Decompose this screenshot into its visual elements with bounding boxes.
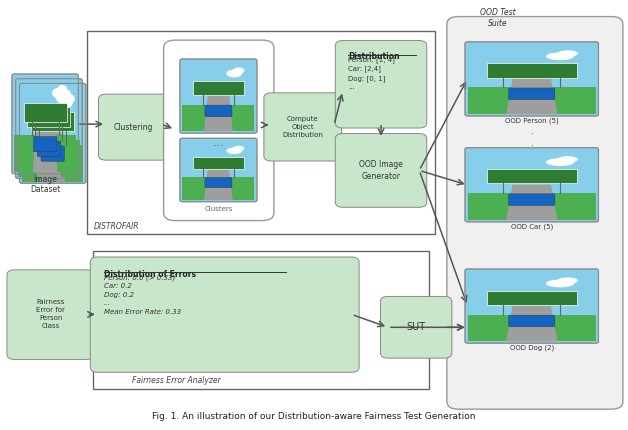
- Ellipse shape: [558, 277, 578, 284]
- FancyBboxPatch shape: [465, 42, 598, 116]
- FancyBboxPatch shape: [90, 257, 359, 372]
- Text: ...: ...: [213, 136, 225, 149]
- Polygon shape: [36, 129, 61, 177]
- Ellipse shape: [226, 70, 242, 77]
- Text: Image
Dataset: Image Dataset: [30, 175, 60, 194]
- Text: OOD Image
Generator: OOD Image Generator: [359, 160, 403, 181]
- FancyBboxPatch shape: [381, 296, 452, 358]
- FancyBboxPatch shape: [180, 138, 257, 202]
- Polygon shape: [506, 79, 558, 114]
- FancyBboxPatch shape: [264, 93, 342, 161]
- FancyBboxPatch shape: [12, 74, 78, 174]
- Polygon shape: [467, 87, 596, 114]
- FancyBboxPatch shape: [487, 63, 577, 77]
- Polygon shape: [506, 185, 558, 220]
- Polygon shape: [18, 140, 80, 177]
- Text: OOD Car (5): OOD Car (5): [511, 223, 553, 230]
- Ellipse shape: [558, 50, 578, 57]
- Polygon shape: [467, 193, 596, 220]
- Text: SUT: SUT: [406, 322, 426, 332]
- Text: Distribution: Distribution: [348, 52, 399, 61]
- FancyBboxPatch shape: [33, 137, 57, 152]
- Ellipse shape: [546, 280, 574, 287]
- FancyBboxPatch shape: [16, 79, 82, 178]
- FancyBboxPatch shape: [41, 146, 65, 161]
- Polygon shape: [182, 104, 254, 132]
- Polygon shape: [204, 96, 233, 132]
- Text: Distribution of Errors: Distribution of Errors: [104, 270, 196, 279]
- FancyBboxPatch shape: [465, 269, 598, 343]
- Polygon shape: [14, 135, 76, 172]
- Text: Compute
Object
Distribution: Compute Object Distribution: [282, 116, 323, 138]
- FancyBboxPatch shape: [487, 291, 577, 305]
- Text: DISTROFAIR: DISTROFAIR: [94, 222, 139, 231]
- Polygon shape: [204, 170, 233, 200]
- FancyBboxPatch shape: [335, 134, 427, 207]
- Ellipse shape: [61, 89, 71, 98]
- Ellipse shape: [226, 147, 242, 154]
- Bar: [94, 252, 429, 389]
- Ellipse shape: [546, 158, 574, 166]
- FancyBboxPatch shape: [447, 16, 623, 409]
- Polygon shape: [182, 177, 254, 200]
- Text: OOD Dog (2): OOD Dog (2): [510, 344, 554, 351]
- Ellipse shape: [60, 97, 73, 108]
- Text: Fairness Error Analyzer: Fairness Error Analyzer: [133, 376, 221, 385]
- Text: Person: [1, 4]
Car: [2,4]
Dog: [0, 1]
...: Person: [1, 4] Car: [2,4] Dog: [0, 1] ..…: [348, 56, 395, 90]
- FancyBboxPatch shape: [335, 40, 427, 128]
- Text: Fig. 1. An illustration of our Distribution-aware Fairness Test Generation: Fig. 1. An illustration of our Distribut…: [152, 412, 476, 421]
- Ellipse shape: [58, 85, 67, 94]
- Text: Fairness
Error for
Person
Class: Fairness Error for Person Class: [36, 299, 65, 329]
- FancyBboxPatch shape: [509, 88, 555, 100]
- FancyBboxPatch shape: [509, 194, 555, 206]
- FancyBboxPatch shape: [24, 103, 67, 122]
- Ellipse shape: [558, 156, 578, 163]
- FancyBboxPatch shape: [28, 108, 70, 127]
- FancyBboxPatch shape: [37, 141, 61, 157]
- Ellipse shape: [546, 52, 574, 60]
- Polygon shape: [22, 145, 84, 181]
- FancyBboxPatch shape: [180, 59, 257, 133]
- FancyBboxPatch shape: [205, 105, 232, 117]
- FancyBboxPatch shape: [193, 157, 244, 169]
- FancyBboxPatch shape: [7, 270, 94, 359]
- FancyBboxPatch shape: [19, 83, 86, 183]
- Text: OOD Test
Suite: OOD Test Suite: [480, 8, 516, 28]
- Ellipse shape: [65, 94, 75, 103]
- FancyBboxPatch shape: [31, 112, 74, 132]
- FancyBboxPatch shape: [205, 178, 232, 187]
- Polygon shape: [467, 315, 596, 341]
- Polygon shape: [33, 124, 58, 172]
- Ellipse shape: [233, 146, 244, 151]
- Bar: [87, 31, 435, 234]
- FancyBboxPatch shape: [509, 315, 555, 327]
- Text: ·
·: · ·: [531, 129, 534, 151]
- FancyBboxPatch shape: [193, 80, 244, 95]
- Polygon shape: [40, 133, 65, 181]
- Ellipse shape: [233, 68, 244, 74]
- Text: OOD Person (5): OOD Person (5): [505, 117, 559, 124]
- Ellipse shape: [56, 92, 69, 103]
- FancyBboxPatch shape: [465, 148, 598, 222]
- Text: Clustering: Clustering: [114, 123, 153, 132]
- FancyBboxPatch shape: [164, 40, 274, 221]
- Ellipse shape: [52, 88, 65, 98]
- FancyBboxPatch shape: [487, 169, 577, 183]
- Text: Person: 0.6 (> 0.33)
Car: 0.2
Dog: 0.2
...
Mean Error Rate: 0.33: Person: 0.6 (> 0.33) Car: 0.2 Dog: 0.2 .…: [104, 274, 181, 315]
- Text: Clusters: Clusters: [205, 206, 233, 212]
- FancyBboxPatch shape: [99, 94, 169, 160]
- Polygon shape: [506, 306, 558, 341]
